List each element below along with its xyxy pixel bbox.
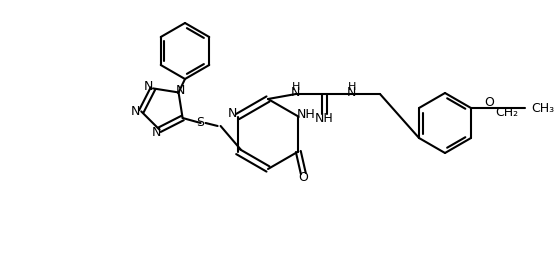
Text: N: N [143, 80, 153, 93]
Text: CH₃: CH₃ [531, 102, 554, 114]
Text: N: N [228, 107, 237, 120]
Text: N: N [176, 84, 185, 97]
Text: NH: NH [315, 113, 333, 126]
Text: N: N [152, 126, 161, 139]
Text: CH₂: CH₂ [496, 106, 519, 119]
Text: H: H [292, 82, 300, 92]
Text: N: N [130, 105, 140, 118]
Text: O: O [298, 171, 308, 184]
Text: N: N [290, 85, 300, 98]
Text: H: H [348, 82, 356, 92]
Text: S: S [197, 117, 204, 130]
Text: N: N [346, 85, 356, 98]
Text: NH: NH [297, 108, 316, 121]
Text: O: O [484, 97, 494, 110]
